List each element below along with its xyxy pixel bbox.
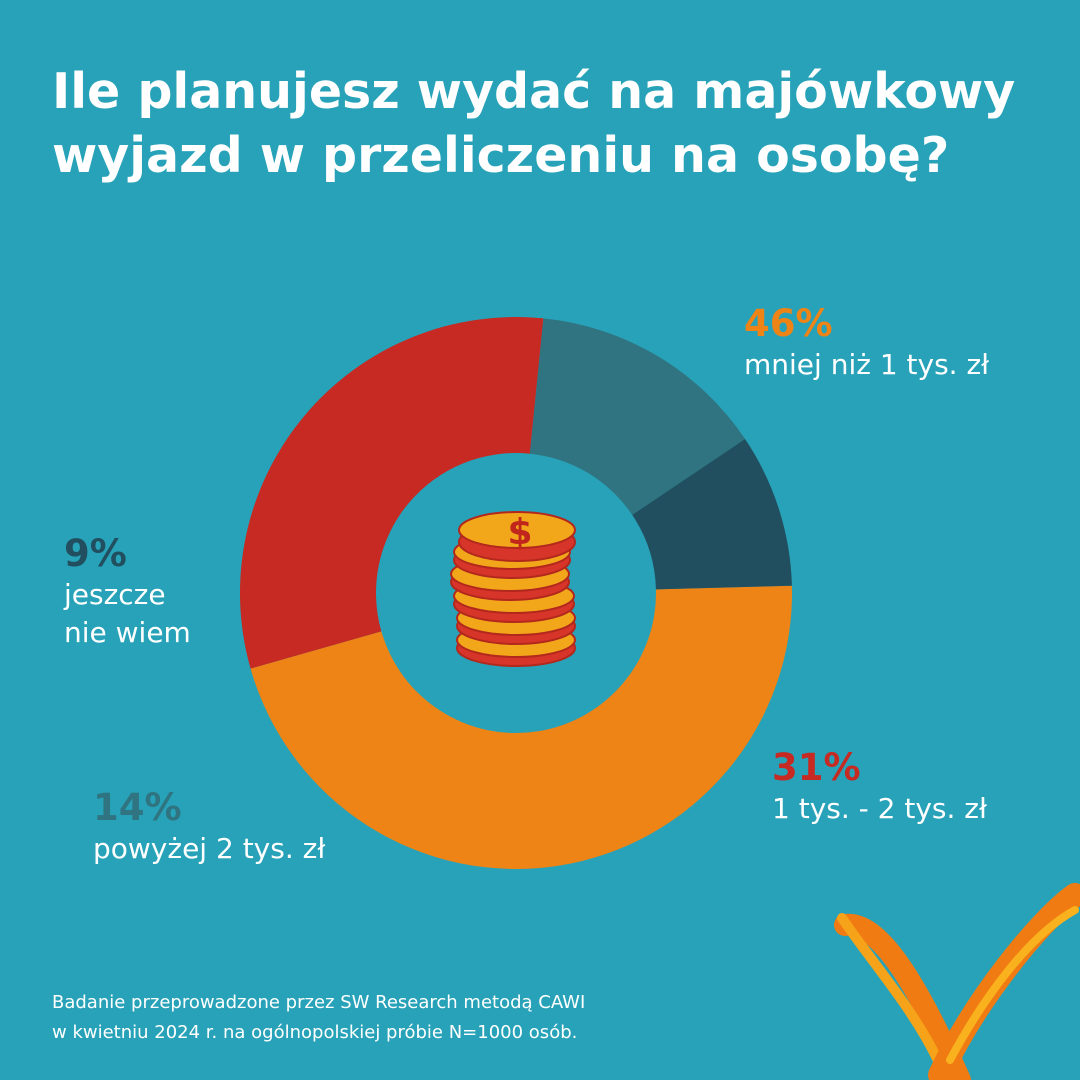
label-mniej-niz-1-tys: 46% mniej niż 1 tys. zł bbox=[744, 302, 989, 384]
category-label-line-2: nie wiem bbox=[64, 616, 191, 649]
category-label: mniej niż 1 tys. zł bbox=[744, 348, 990, 381]
title-line-1: Ile planujesz wydać na majówkowy bbox=[52, 63, 1016, 120]
pie-slice-1 bbox=[250, 585, 792, 869]
svg-text:$: $ bbox=[507, 512, 532, 553]
pct-label: 46% bbox=[744, 302, 833, 345]
pie-slice-3 bbox=[529, 318, 746, 515]
brand-ribbon-logo bbox=[834, 883, 1080, 1080]
footnote-line-1: Badanie przeprowadzone przez SW Research… bbox=[52, 992, 586, 1013]
label-jeszcze-nie-wiem: 9% jeszcze nie wiem bbox=[64, 532, 191, 652]
pct-label: 9% bbox=[64, 532, 127, 575]
pct-label: 14% bbox=[93, 786, 182, 829]
category-label: 1 tys. - 2 tys. zł bbox=[772, 792, 987, 825]
footnote-line-2: w kwietniu 2024 r. na ogólnopolskiej pró… bbox=[52, 1022, 578, 1043]
chart-title: Ile planujesz wydać na majówkowy wyjazd … bbox=[52, 60, 1016, 188]
label-powyzej-2-tys: 14% powyżej 2 tys. zł bbox=[93, 786, 325, 868]
category-label-line-1: jeszcze bbox=[64, 578, 166, 611]
pie-slice-4 bbox=[632, 439, 792, 590]
pie-slice-2 bbox=[240, 317, 544, 669]
category-label: powyżej 2 tys. zł bbox=[93, 832, 326, 865]
label-1-2-tys: 31% 1 tys. - 2 tys. zł bbox=[772, 746, 987, 828]
title-line-2: wyjazd w przeliczeniu na osobę? bbox=[52, 127, 950, 184]
coin-stack-icon: $ bbox=[450, 511, 576, 667]
pct-label: 31% bbox=[772, 746, 861, 789]
footnote: Badanie przeprowadzone przez SW Research… bbox=[52, 988, 585, 1048]
